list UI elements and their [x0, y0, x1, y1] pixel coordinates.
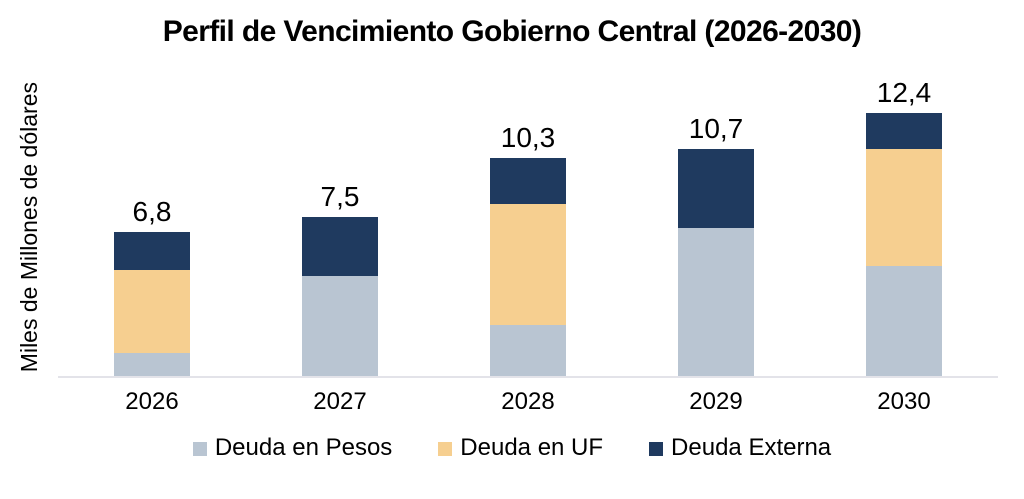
bar-segment-deuda-externa-2027: [302, 217, 378, 277]
bar-group-2030: 12,4: [810, 79, 998, 376]
bar-group-2029: 10,7: [622, 115, 810, 376]
bar-segment-deuda-externa-2030: [866, 113, 942, 150]
bar-group-2026: 6,8: [58, 195, 246, 376]
bar-stack-2029: [678, 149, 754, 376]
legend-item-deuda-en-pesos: Deuda en Pesos: [192, 434, 393, 462]
bar-segment-deuda-externa-2029: [678, 149, 754, 228]
legend-label-deuda-en-uf: Deuda en UF: [460, 434, 604, 461]
bar-segment-deuda-en-uf-2030: [866, 149, 942, 266]
x-tick-2029: 2029: [689, 388, 743, 415]
bar-segment-deuda-en-pesos-2030: [866, 265, 942, 376]
chart-body: Miles de Millones de dólares 6,8 7,5 10,3 1…: [0, 76, 1024, 378]
bar-segment-deuda-externa-2028: [490, 157, 566, 205]
bar-group-2027: 7,5: [246, 183, 434, 376]
x-tick-2030: 2030: [877, 388, 931, 415]
legend-swatch-deuda-externa: [649, 442, 664, 456]
bar-segment-deuda-en-pesos-2026: [114, 352, 190, 376]
bar-total-label-2030: 12,4: [876, 77, 932, 109]
bar-segment-deuda-externa-2026: [114, 231, 190, 271]
chart-title: Perfil de Vencimiento Gobierno Central (…: [162, 15, 862, 48]
legend-label-deuda-en-pesos: Deuda en Pesos: [214, 434, 393, 461]
legend-label-deuda-externa: Deuda Externa: [671, 434, 832, 461]
plot-area: 6,8 7,5 10,3 10,7 12,4: [58, 76, 998, 378]
bar-segment-deuda-en-pesos-2029: [678, 227, 754, 376]
bar-segment-deuda-en-uf-2026: [114, 270, 190, 353]
x-tick-2027: 2027: [313, 388, 367, 415]
bar-total-label-2026: 6,8: [132, 195, 172, 227]
y-axis: Miles de Millones de dólares: [0, 76, 58, 378]
bar-segment-deuda-en-pesos-2027: [302, 276, 378, 376]
legend-item-deuda-externa: Deuda Externa: [649, 434, 831, 462]
bar-segment-deuda-en-uf-2028: [490, 204, 566, 326]
bar-stack-2028: [490, 157, 566, 376]
legend-swatch-deuda-en-pesos: [192, 442, 207, 456]
legend-swatch-deuda-en-uf: [438, 442, 453, 456]
bar-total-label-2029: 10,7: [688, 113, 744, 145]
bar-stack-2026: [114, 231, 190, 376]
bar-total-label-2027: 7,5: [320, 181, 360, 213]
bar-segment-deuda-en-pesos-2028: [490, 325, 566, 376]
bar-group-2028: 10,3: [434, 121, 622, 376]
y-axis-label: Miles de Millones de dólares: [15, 81, 42, 373]
x-tick-2028: 2028: [501, 388, 555, 415]
bar-stack-2027: [302, 217, 378, 376]
x-tick-2026: 2026: [125, 388, 179, 415]
legend-item-deuda-en-uf: Deuda en UF: [438, 434, 603, 462]
bar-stack-2030: [866, 113, 942, 376]
x-axis-ticks: 2026 2027 2028 2029 2030: [58, 388, 998, 416]
bar-total-label-2028: 10,3: [500, 121, 556, 153]
legend: Deuda en Pesos Deuda en UF Deuda Externa: [0, 434, 1024, 462]
